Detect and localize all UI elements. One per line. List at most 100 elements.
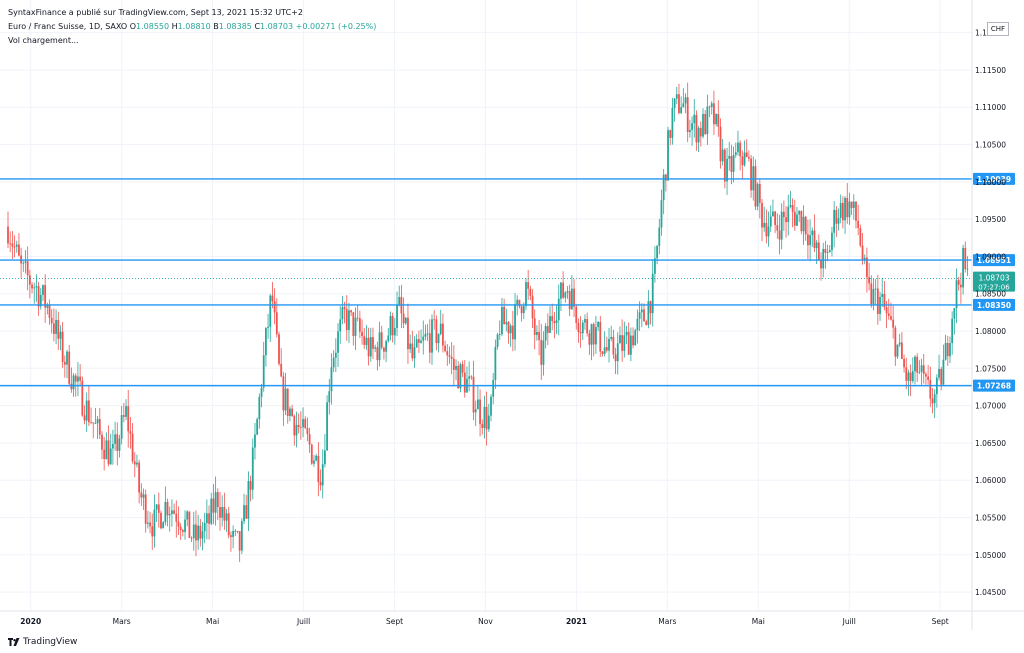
candle-body: [459, 364, 462, 389]
candle-body: [192, 524, 195, 539]
candle-body: [396, 304, 398, 328]
candle-body: [306, 428, 309, 435]
candle-body: [756, 183, 759, 207]
candle-body: [256, 419, 259, 435]
candle-body: [645, 321, 648, 325]
candle-body: [603, 347, 606, 354]
candle-body: [227, 513, 230, 536]
candle-body: [627, 331, 630, 355]
candle-body: [66, 351, 68, 365]
candle-body: [737, 142, 739, 153]
candle-body: [761, 202, 763, 228]
candle-body: [223, 507, 226, 521]
candle-body: [374, 347, 377, 349]
candle-body: [363, 336, 366, 345]
candle-body: [562, 282, 565, 298]
candle-body: [474, 409, 477, 413]
candle-body: [802, 216, 805, 232]
published-line: SyntaxFinance a publié sur TradingView.c…: [8, 8, 303, 17]
candle-body: [776, 225, 779, 231]
candle-body: [872, 288, 875, 305]
candle-body: [938, 368, 940, 378]
candle-body: [704, 113, 707, 135]
candle-body: [605, 347, 608, 351]
candle-body: [741, 156, 744, 166]
high-value: 1.08810: [177, 22, 211, 31]
candle-body: [247, 481, 250, 519]
candle-body: [557, 298, 560, 321]
candle-body: [671, 108, 674, 138]
candle-body: [678, 94, 680, 113]
candle-body: [337, 331, 339, 353]
candle-body: [518, 299, 521, 307]
x-tick-label: Mai: [752, 617, 765, 626]
candle-body: [863, 257, 866, 260]
candle-body: [7, 226, 9, 244]
candle-body: [293, 416, 296, 436]
level-label-bg: [973, 254, 1015, 267]
candle-body: [892, 319, 895, 328]
candle-body: [262, 355, 265, 388]
candle-body: [546, 326, 549, 333]
low-label: B: [213, 22, 219, 31]
candle-layer: [7, 82, 969, 562]
candle-body: [955, 280, 958, 309]
currency-button[interactable]: CHF: [987, 22, 1009, 36]
candle-body: [407, 317, 409, 350]
candle-body: [540, 339, 543, 365]
candle-body: [278, 334, 280, 364]
candle-body: [868, 277, 871, 284]
candle-body: [398, 296, 401, 305]
symbol-ohlc-line: Euro / Franc Suisse, 1D, SAXO O1.08550 H…: [8, 22, 376, 31]
candle-body: [31, 284, 33, 289]
candle-body: [588, 333, 591, 345]
candle-body: [691, 123, 693, 130]
x-tick-label: 2021: [566, 617, 587, 626]
candle-body: [258, 397, 261, 420]
candle-body: [612, 337, 615, 355]
candle-body: [72, 375, 75, 390]
candle-body: [820, 260, 822, 269]
candle-body: [581, 322, 584, 334]
y-tick-label: 1.11500: [975, 66, 1006, 75]
y-tick-label: 1.10000: [975, 178, 1006, 187]
candle-body: [951, 318, 954, 344]
candle-body: [579, 331, 582, 334]
candle-body: [793, 211, 796, 226]
candle-body: [450, 356, 453, 359]
candle-body: [765, 222, 768, 237]
candle-body: [911, 371, 914, 382]
candle-body: [46, 305, 49, 308]
high-label: H: [171, 22, 178, 31]
candle-body: [431, 319, 433, 353]
candle-body: [850, 201, 853, 208]
candle-body: [90, 422, 92, 423]
candle-body: [234, 530, 237, 532]
candle-body: [527, 282, 530, 289]
candle-body: [824, 248, 827, 253]
volume-line: Vol chargement...: [8, 36, 79, 45]
candle-body: [855, 201, 857, 221]
candle-body: [654, 258, 656, 274]
candle-body: [164, 501, 167, 523]
candle-body: [157, 504, 160, 513]
candle-body: [260, 387, 263, 398]
close-label: C: [254, 22, 261, 31]
y-tick-label: 1.05500: [975, 513, 1006, 522]
tradingview-logo[interactable]: TradingView: [8, 637, 77, 647]
candle-body: [566, 291, 569, 293]
candle-body: [909, 372, 912, 382]
candle-body: [358, 318, 361, 332]
candle-body: [959, 284, 962, 288]
level-label: 1.10039: [977, 175, 1011, 184]
candle-body: [190, 537, 193, 539]
candle-body: [216, 492, 219, 508]
candle-body: [57, 319, 60, 339]
candle-body: [658, 227, 661, 246]
symbol-title[interactable]: Euro / Franc Suisse, 1D, SAXO: [8, 22, 128, 31]
candle-body: [599, 321, 602, 352]
candle-body: [299, 427, 302, 428]
candle-body: [638, 312, 641, 319]
candle-body: [697, 127, 700, 143]
